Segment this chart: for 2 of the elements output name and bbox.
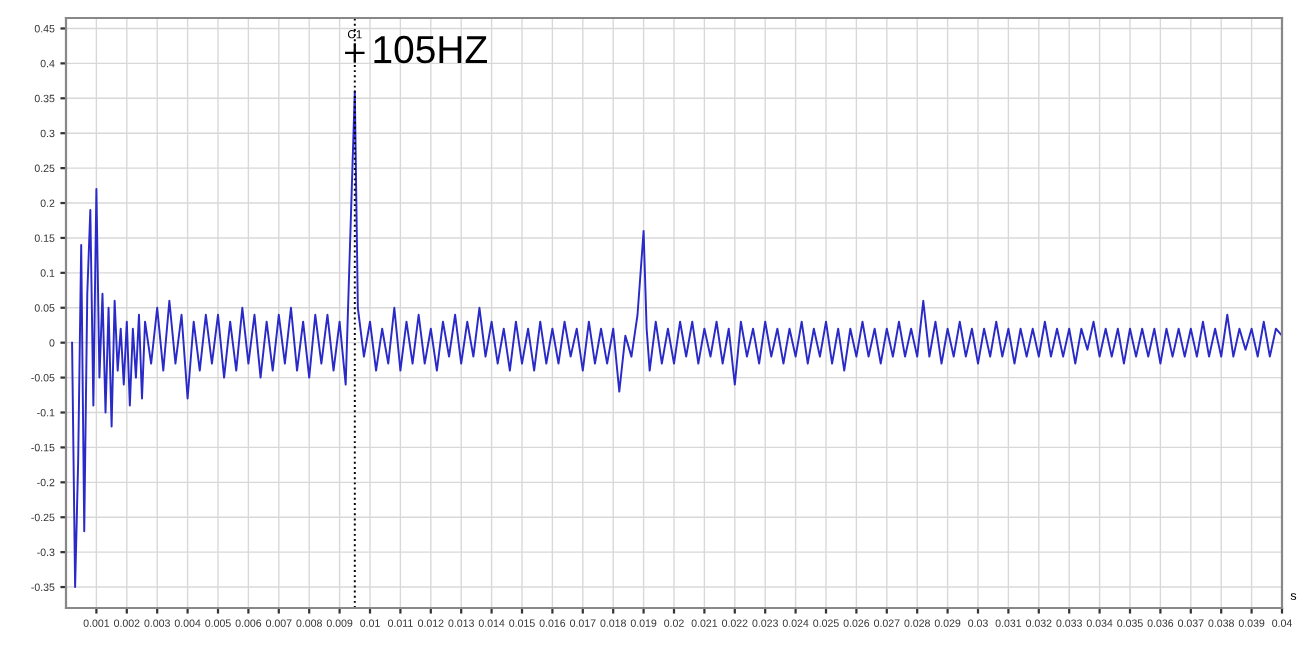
line-series xyxy=(71,90,1282,589)
annotation: 105HZ xyxy=(374,35,487,64)
